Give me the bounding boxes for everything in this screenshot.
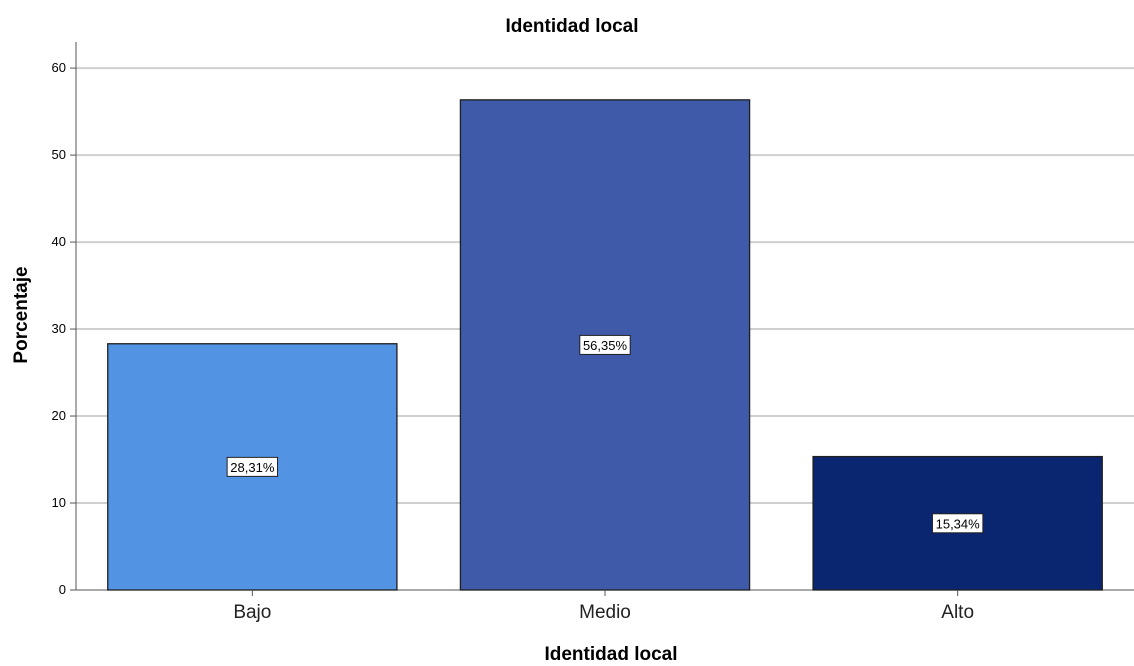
data-label: 28,31% [230, 460, 275, 475]
y-tick-label: 10 [52, 495, 66, 510]
data-label: 56,35% [583, 338, 628, 353]
data-label-box [579, 334, 631, 355]
y-tick-label: 30 [52, 321, 66, 336]
x-tick-label: Alto [941, 602, 974, 623]
y-tick-label: 50 [52, 147, 66, 162]
x-tick-label: Bajo [233, 602, 271, 623]
chart-title: Identidad local [505, 16, 639, 37]
data-label-box [931, 513, 984, 534]
y-tick-label: 60 [52, 60, 66, 75]
y-tick-label: 0 [59, 582, 66, 597]
data-label-box [226, 456, 279, 477]
y-tick-label: 20 [52, 408, 66, 423]
y-tick-label: 40 [52, 234, 66, 249]
data-label: 15,34% [936, 516, 981, 531]
x-tick-label: Medio [579, 602, 631, 623]
x-axis-label: Identidad local [544, 644, 678, 665]
